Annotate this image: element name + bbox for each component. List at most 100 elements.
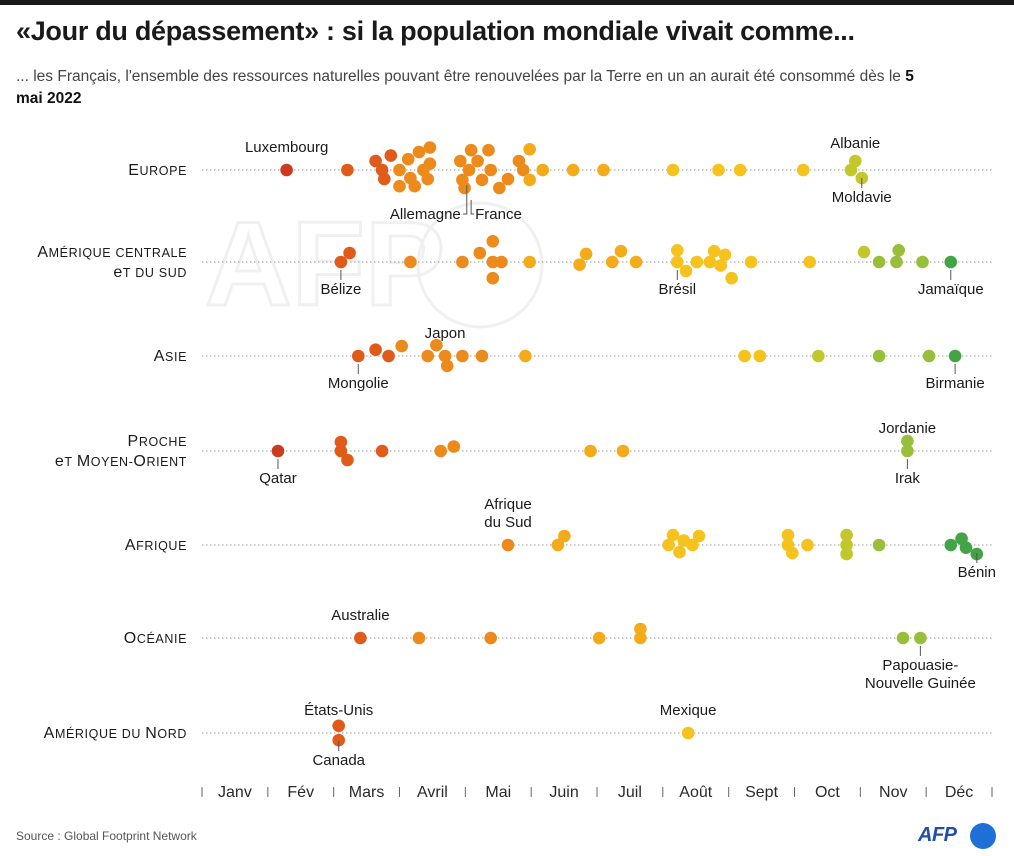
data-point [872,538,886,552]
data-point [597,163,610,177]
annotation-label: Luxembourg [245,139,328,156]
data-point [890,255,903,269]
data-point [558,529,571,543]
top-rule [0,0,1014,5]
data-point [473,246,487,260]
annotation-label: Jamaïque [918,281,984,298]
data-point [725,271,738,285]
data-point [679,264,693,278]
data-point [733,163,747,177]
data-point [703,255,717,269]
data-point [872,255,886,269]
data-point [456,349,469,363]
month-label: Janv [218,784,252,801]
month-label: Fév [287,784,314,801]
data-point [421,349,435,363]
data-point [378,172,391,186]
data-point [840,528,853,542]
data-point [332,719,346,733]
data-point [690,255,704,269]
annotation-label: Afrique du Sud [484,496,532,531]
data-point [803,255,816,269]
annotation-label: Allemagne [390,206,461,223]
data-point [352,349,365,363]
data-point [686,538,699,552]
data-point [343,246,356,260]
data-point [796,163,810,177]
data-point [440,359,454,373]
data-point [718,248,732,262]
data-point [454,154,467,168]
row-label: AMÉRIQUE CENTRALE eT DU SUD [37,244,187,281]
data-point [579,247,593,261]
annotation-label: Irak [895,470,921,487]
annotation-label: Mongolie [328,375,389,392]
data-point [423,157,437,170]
data-point [914,631,927,645]
subtitle-text: ... les Français, l'ensemble des ressour… [16,68,906,85]
annotation-label: États-Unis [304,702,373,719]
data-point [840,547,853,561]
month-label: Oct [815,784,840,801]
data-point [671,255,684,269]
data-point [421,172,435,186]
annotation-label: Bélize [320,281,361,298]
data-point [493,181,506,195]
subtitle-highlight: 5 mai 2022 [16,68,914,107]
data-point [495,255,508,269]
month-label: Mai [485,784,511,801]
data-point [901,434,914,448]
annotation-leader [470,200,475,215]
data-point [901,444,914,458]
data-point [753,349,767,363]
annotation-leader [462,185,468,215]
data-point [475,173,489,187]
data-point [671,244,684,257]
chart-subtitle: ... les Français, l'ensemble des ressour… [16,66,916,110]
data-point [434,444,448,458]
annotation-label: Australie [331,607,389,624]
data-point [516,163,530,177]
data-point [614,244,628,258]
data-point [393,179,406,193]
data-point [605,255,619,269]
annotation-label: Japon [425,325,466,342]
row-label: PROCHE eT MOYEN-ORIENT [55,433,187,470]
data-point [536,163,549,177]
row-label: OCÉANIE [124,630,187,647]
data-point [334,255,348,269]
data-point [501,172,515,186]
data-point [471,154,484,168]
data-point [404,255,417,269]
row-label: EUROPE [128,162,187,179]
annotation-label: Papouasie-Nouvelle Guinée [865,657,976,692]
data-point [519,349,532,363]
data-point [840,538,853,552]
data-point [341,163,354,177]
data-point [738,349,751,363]
data-point [332,733,346,747]
data-point [551,538,565,552]
data-point [566,163,580,177]
data-point [857,245,871,259]
data-point [662,538,675,552]
data-point [916,255,929,269]
data-point [634,622,647,636]
data-point [369,343,382,357]
data-point [948,349,962,363]
data-point [523,143,536,156]
data-point [922,349,936,363]
month-label: Sept [745,784,778,801]
data-point [334,435,348,449]
data-point [629,255,643,269]
data-point [523,255,536,269]
data-point [892,244,905,257]
data-point [393,163,406,177]
month-label: Juil [618,784,642,801]
afp-logo: AFP [918,822,1002,850]
annotation-label: Brésil [659,281,697,298]
data-point [354,631,367,645]
data-point [944,538,958,552]
chart-title: «Jour du dépassement» : si la population… [16,16,855,46]
